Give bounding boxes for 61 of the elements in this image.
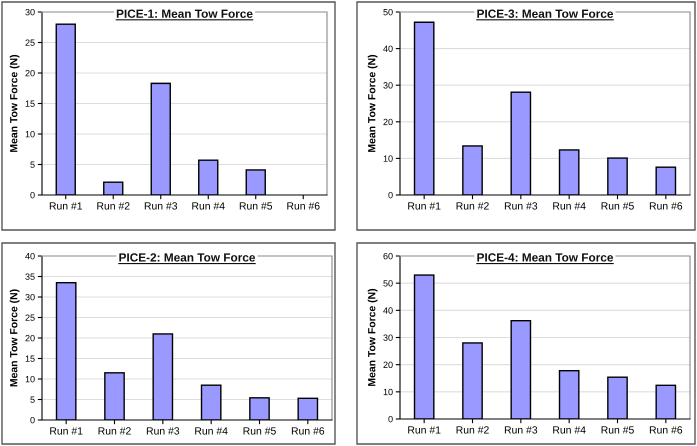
y-tick-label: 10 [26,130,35,138]
x-tick-label: Run #2 [97,202,130,210]
x-tick-label: Run #6 [650,202,682,210]
y-tick-label: 40 [383,46,393,52]
y-tick-label: 20 [383,118,393,126]
chart-title: PICE-3: Mean Tow Force [477,10,614,18]
x-tick-label: Run #5 [244,427,276,435]
x-tick-label: Run #4 [192,202,225,210]
x-tick-label: Run #2 [456,202,489,210]
x-tick-label: Run #2 [98,427,131,435]
x-tick-label: Run #1 [408,426,440,434]
y-axis-title: Mean Tow Force (N) [368,288,378,386]
x-tick-label: Run #1 [50,427,82,435]
x-tick-label: Run #4 [553,202,586,210]
x-tick-label: Run #3 [504,426,538,434]
chart-title: PICE-2: Mean Tow Force [119,253,256,262]
y-tick-label: 30 [383,82,393,89]
y-tick-label: 20 [25,70,35,76]
y-tick-label: 10 [26,376,35,382]
y-tick-label: 10 [384,155,393,162]
x-tick-label: Run #2 [456,426,489,434]
x-tick-label: Run #3 [144,202,178,210]
y-axis-title: Mean Tow Force (N) [10,289,20,386]
x-tick-label: Run #6 [650,426,682,434]
x-tick-label: Run #1 [408,202,440,210]
y-tick-label: 5 [30,162,35,168]
y-tick-label: 30 [383,334,393,341]
y-tick-label: 0 [30,416,35,424]
x-tick-label: Run #5 [240,202,272,210]
y-axis-title: Mean Tow Force (N) [10,54,20,152]
y-tick-label: 15 [26,356,35,362]
x-tick-label: Run #4 [553,426,586,434]
y-tick-label: 0 [388,416,393,422]
y-tick-label: 30 [25,294,35,300]
y-tick-label: 40 [383,307,393,314]
y-tick-label: 20 [25,334,35,342]
y-tick-label: 15 [26,100,35,107]
y-tick-label: 50 [383,280,393,287]
y-tick-label: 0 [30,192,35,198]
x-tick-label: Run #3 [504,202,538,210]
y-tick-label: 35 [25,273,35,280]
x-tick-label: Run #6 [287,202,320,210]
y-tick-label: 25 [25,39,35,46]
y-tick-label: 40 [25,252,35,260]
y-tick-label: 60 [383,252,393,260]
x-tick-label: Run #1 [50,202,82,210]
y-tick-label: 25 [25,314,35,321]
y-tick-label: 10 [384,388,393,396]
y-tick-label: 20 [383,362,393,368]
chart-title: PICE-1: Mean Tow Force [116,10,253,18]
y-tick-label: 30 [25,8,35,16]
x-tick-label: Run #5 [602,202,634,210]
chart-title: PICE-4: Mean Tow Force [477,253,614,262]
x-tick-label: Run #5 [602,426,634,434]
y-tick-label: 0 [388,192,393,198]
x-tick-label: Run #6 [292,427,324,435]
x-tick-label: Run #4 [195,427,228,435]
y-tick-label: 5 [30,396,35,403]
x-tick-label: Run #3 [146,427,180,435]
y-tick-label: 50 [383,8,393,16]
y-axis-title: Mean Tow Force (N) [368,54,378,152]
